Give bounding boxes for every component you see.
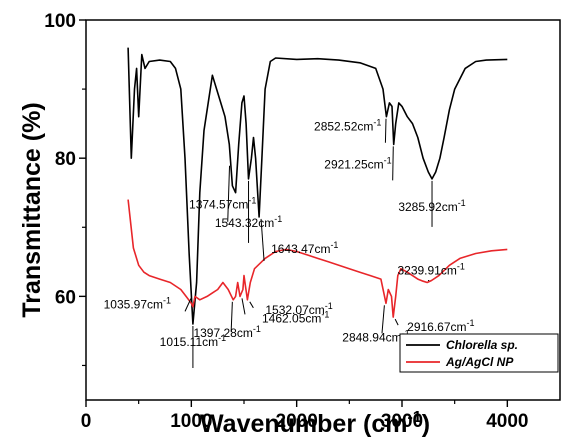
x-tick-label: 4000 [486, 411, 528, 432]
plot-frame [85, 19, 561, 401]
annotation-leader [381, 305, 385, 334]
peak-annotation-value: 2852.52cm [314, 120, 373, 134]
peak-annotation: 1543.32cm-1 [215, 214, 282, 230]
peak-annotation-unit-sup: -1 [321, 309, 329, 319]
peak-annotation-value: 1462.05cm [262, 311, 321, 325]
series-layer [127, 47, 508, 325]
axis-ticks [79, 19, 509, 407]
peak-annotation-unit-sup: -1 [218, 333, 226, 343]
peak-annotation-unit-sup: -1 [384, 155, 392, 165]
peak-annotation-value: 3239.91cm [397, 264, 456, 278]
peak-annotation-unit-sup: -1 [458, 198, 466, 208]
peak-annotation-unit-sup: -1 [373, 118, 381, 128]
annotation-leader [392, 146, 394, 181]
peak-annotation-value: 1543.32cm [215, 216, 274, 230]
peak-annotation: 1374.57cm-1 [189, 196, 256, 212]
y-tick-label: 80 [55, 149, 76, 170]
peak-annotation: 3239.91cm-1 [397, 262, 464, 278]
peak-annotation-value: 1643.47cm [271, 242, 330, 256]
peak-annotation-unit-sup: -1 [330, 240, 338, 250]
peak-annotation: 1643.47cm-1 [271, 240, 338, 256]
legend-label-chlorella: Chlorella sp. [446, 338, 518, 352]
peak-annotation-value: 2921.25cm [324, 157, 383, 171]
peak-annotation-unit-sup: -1 [248, 196, 256, 206]
peak-annotation-unit-sup: -1 [163, 295, 171, 305]
peak-annotation: 1462.05cm-1 [262, 309, 329, 325]
x-axis-title-sup: -1 [407, 409, 421, 426]
legend-box [399, 333, 559, 373]
x-axis-title-close: ) [422, 410, 430, 438]
x-tick-label: 0 [81, 411, 92, 432]
annotation-leader [249, 301, 254, 309]
peak-annotation: 1035.97cm-1 [104, 295, 171, 311]
annotation-leader [241, 298, 246, 315]
peak-annotation-value: 1374.57cm [189, 198, 248, 212]
peak-annotation-value: 2848.94cm [342, 330, 401, 344]
y-tick-label: 60 [55, 287, 76, 308]
peak-annotation: 2848.94cm-1 [342, 328, 409, 344]
x-tick-label: 1000 [170, 411, 212, 432]
legend-label-agagcl: Ag/AgCl NP [445, 355, 514, 369]
annotation-leader [184, 298, 192, 312]
peak-annotation: 1015.11cm-1 [160, 333, 227, 349]
legend: Chlorella sp. Ag/AgCl NP [399, 333, 559, 373]
peak-annotation: 1532.07cm-1 [265, 301, 332, 317]
y-axis-title: Transmittance (%) [18, 102, 46, 317]
peak-annotation-unit-sup: -1 [253, 324, 261, 334]
x-tick-label: 2000 [276, 411, 318, 432]
peak-annotation-value: 2916.67cm [407, 320, 466, 334]
x-tick-label: 3000 [381, 411, 423, 432]
tick-labels: 0 1000 2000 3000 4000 60 80 100 [44, 11, 528, 432]
annotation-leader [394, 318, 399, 326]
annotation-layer: 2852.52cm-12921.25cm-13285.92cm-11643.47… [104, 118, 475, 368]
peak-annotation-unit-sup: -1 [274, 214, 282, 224]
peak-annotation-value: 1015.11cm [160, 335, 218, 349]
peak-annotation: 2921.25cm-1 [324, 155, 391, 171]
annotation-leader [260, 218, 265, 261]
peak-annotation: 2916.67cm-1 [407, 318, 474, 334]
peak-annotation-value: 1035.97cm [104, 297, 163, 311]
annotation-leader [384, 118, 387, 143]
annotation-leader [227, 165, 231, 222]
peak-annotation-value: 1397.28cm [193, 326, 252, 340]
peak-annotation: 1397.28cm-1 [193, 324, 260, 340]
peak-annotation: 3285.92cm-1 [398, 198, 465, 214]
annotation-leader [230, 301, 233, 332]
peak-annotation-unit-sup: -1 [402, 328, 410, 338]
y-tick-label: 100 [44, 11, 76, 32]
peak-annotation: 2852.52cm-1 [314, 118, 381, 134]
series-line-chlorella [127, 47, 508, 325]
peak-annotation-value: 3285.92cm [398, 200, 457, 214]
peak-annotation-unit-sup: -1 [467, 318, 475, 328]
x-axis-title: Wavenumber (cm-1) [200, 409, 430, 438]
x-axis-title-main: Wavenumber (cm [200, 410, 407, 438]
peak-annotation-unit-sup: -1 [325, 301, 333, 311]
peak-annotation-unit-sup: -1 [457, 262, 465, 272]
series-line-agagcl [127, 199, 508, 318]
peak-annotation-value: 1532.07cm [265, 303, 324, 317]
